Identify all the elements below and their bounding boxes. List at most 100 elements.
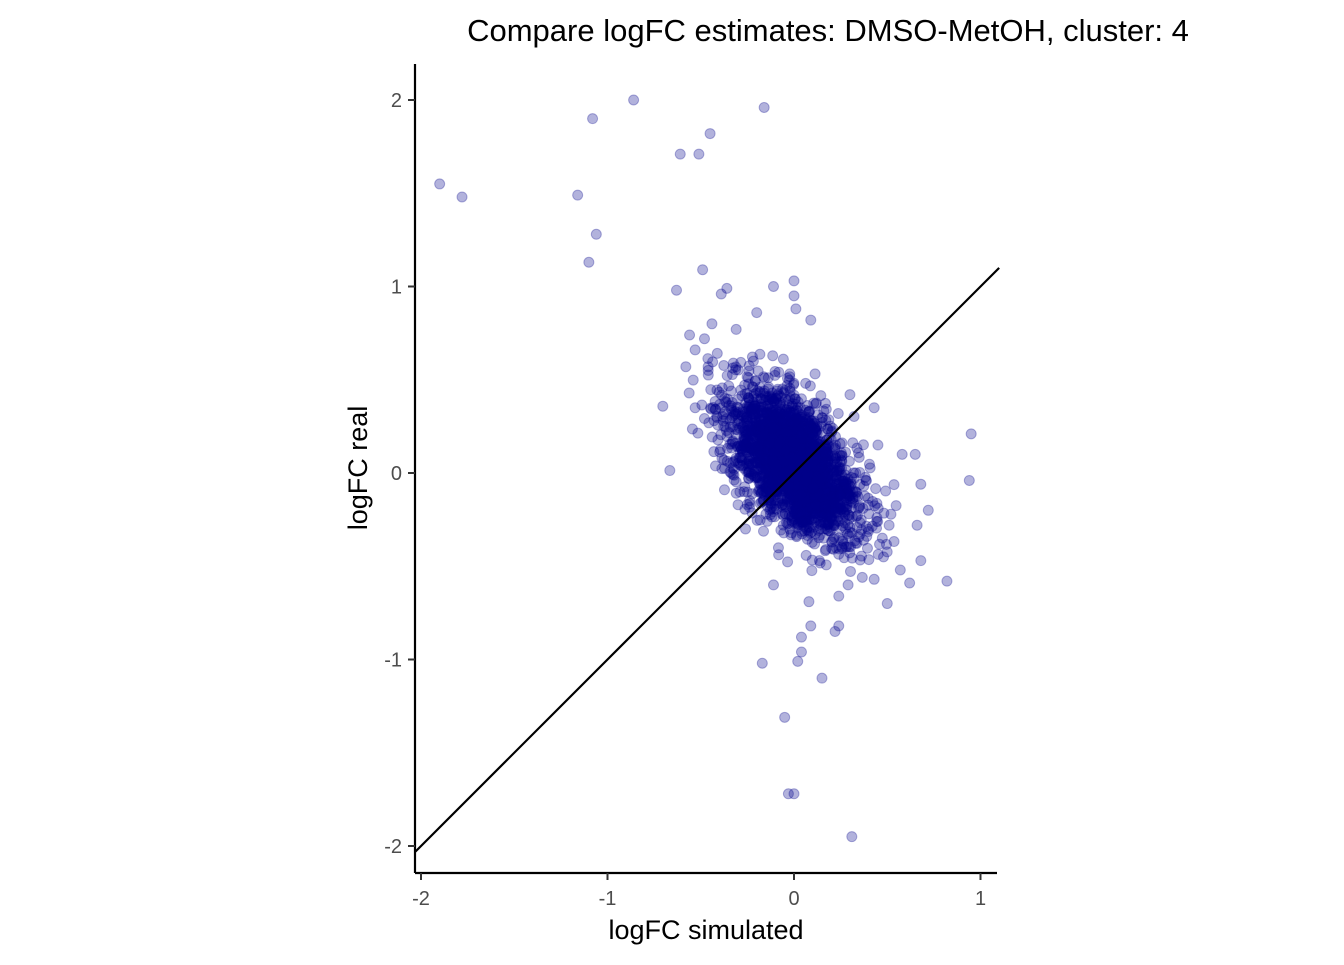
data-point [842, 487, 854, 499]
data-point [754, 386, 766, 398]
data-point [767, 404, 779, 416]
data-point [814, 479, 826, 491]
data-point [796, 421, 808, 433]
data-point [814, 529, 826, 541]
data-point [816, 427, 828, 439]
data-point [759, 440, 771, 452]
data-point [791, 442, 803, 454]
data-point [778, 447, 790, 459]
data-point [872, 548, 884, 560]
data-point [741, 411, 753, 423]
data-point [894, 564, 906, 576]
data-point [808, 475, 819, 487]
data-point [888, 479, 900, 491]
data-point [833, 474, 845, 486]
data-point [749, 472, 761, 484]
data-point [736, 410, 748, 422]
data-point [771, 447, 783, 459]
data-point [833, 590, 845, 602]
data-point [792, 453, 804, 465]
data-point [754, 475, 766, 487]
data-point [785, 442, 797, 454]
data-point [774, 497, 786, 509]
data-point [781, 432, 793, 444]
data-point [801, 506, 813, 518]
data-point [820, 472, 832, 484]
data-point [628, 94, 640, 106]
data-point [753, 439, 765, 451]
data-point [830, 490, 842, 502]
data-point [751, 514, 763, 526]
data-point [758, 452, 770, 464]
x-tick-label: 0 [788, 888, 799, 910]
data-point [804, 499, 816, 511]
data-point [804, 485, 816, 497]
data-point [788, 290, 800, 302]
data-point [809, 486, 821, 498]
data-point [767, 350, 779, 362]
data-point [872, 439, 884, 451]
data-point [822, 472, 834, 484]
data-point [802, 465, 814, 477]
data-point [841, 498, 853, 510]
data-point [792, 454, 804, 466]
data-point [746, 507, 758, 519]
data-point [941, 575, 953, 587]
data-point [720, 425, 732, 437]
data-point [813, 474, 825, 486]
data-point [806, 474, 818, 486]
data-point [764, 504, 776, 516]
data-point [709, 403, 721, 415]
data-point [759, 461, 771, 473]
data-point [844, 526, 856, 538]
data-point [825, 488, 837, 500]
data-point [840, 476, 852, 488]
data-point [812, 502, 824, 514]
data-point [786, 417, 798, 429]
data-point [767, 432, 779, 444]
data-point [757, 407, 769, 419]
data-point [692, 427, 704, 439]
data-point [802, 446, 814, 458]
data-point [705, 384, 717, 396]
data-point [767, 579, 779, 591]
data-point [706, 318, 718, 330]
data-point [839, 509, 851, 521]
y-axis-title: logFC real [343, 406, 373, 531]
data-point [777, 435, 789, 447]
data-point [807, 440, 819, 452]
data-point [814, 501, 826, 513]
data-point [828, 494, 840, 506]
data-point [788, 457, 800, 469]
data-point [773, 480, 785, 492]
data-point [809, 500, 821, 512]
data-point [801, 522, 813, 534]
data-point [712, 419, 724, 431]
data-point [794, 452, 806, 464]
data-point [796, 449, 808, 461]
data-point [763, 442, 775, 454]
data-point [785, 482, 797, 494]
data-point [802, 432, 814, 444]
data-point [772, 388, 784, 400]
data-point [843, 530, 855, 542]
data-point [791, 418, 803, 430]
data-point [819, 397, 831, 409]
data-point [769, 450, 781, 462]
data-point [761, 442, 773, 454]
data-point [804, 458, 816, 470]
data-point [813, 505, 825, 517]
data-point [683, 387, 695, 399]
data-point [783, 434, 795, 446]
data-point [795, 435, 807, 447]
data-point [764, 417, 776, 429]
data-point [743, 360, 755, 372]
data-point [750, 416, 762, 428]
data-point [787, 450, 798, 462]
data-point [755, 487, 767, 499]
chart-title: Compare logFC estimates: DMSO-MetOH, clu… [467, 13, 1189, 48]
data-point [771, 477, 783, 489]
data-point [785, 437, 797, 449]
data-point [778, 419, 790, 431]
data-point [922, 504, 934, 516]
